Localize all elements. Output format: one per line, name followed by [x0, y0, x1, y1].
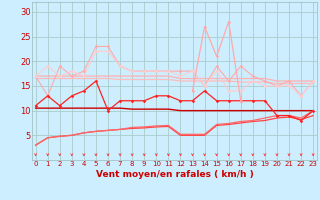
X-axis label: Vent moyen/en rafales ( km/h ): Vent moyen/en rafales ( km/h ) [96, 170, 253, 179]
